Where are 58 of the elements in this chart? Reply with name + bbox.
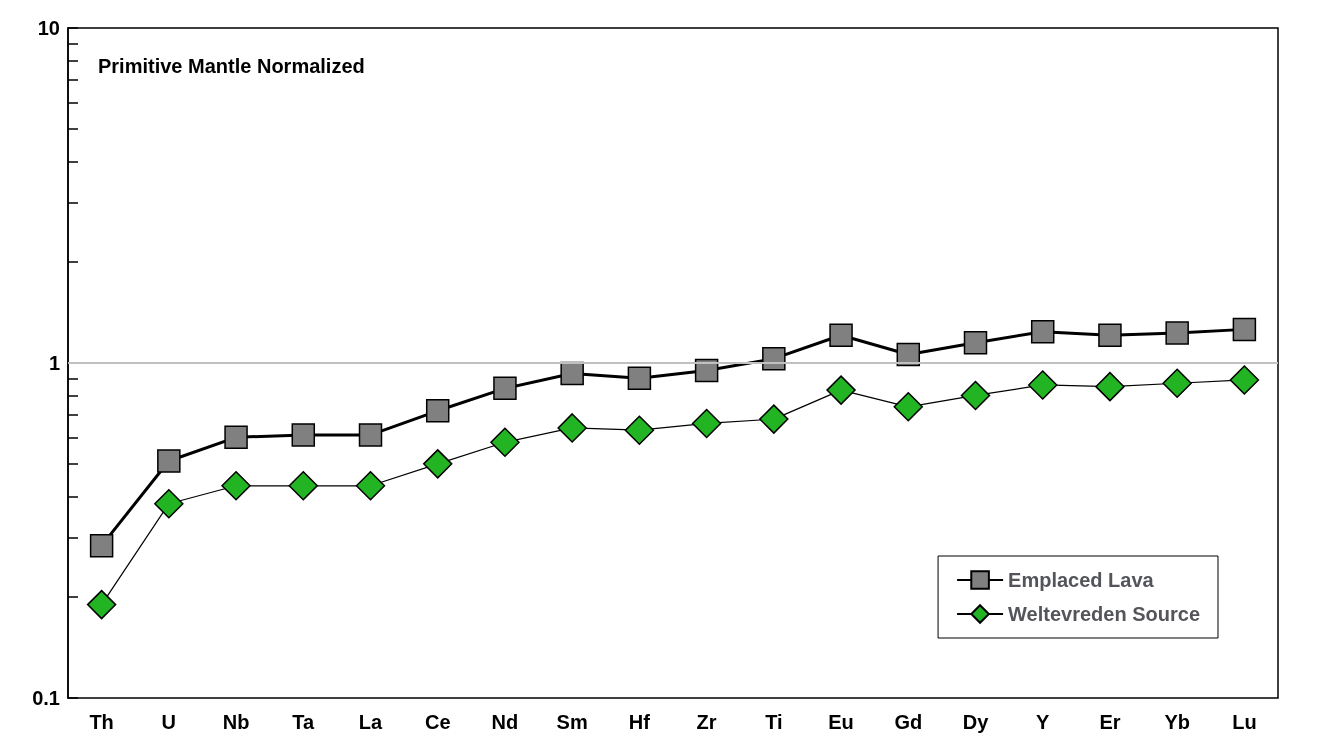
point [1229, 365, 1260, 395]
point [960, 380, 991, 411]
point [1165, 321, 1189, 345]
point [224, 425, 248, 450]
x-tick-label: Lu [1232, 711, 1257, 733]
x-tick-label: Nd [491, 711, 519, 733]
point [1027, 370, 1058, 400]
point [288, 471, 319, 501]
point [627, 366, 652, 391]
point [624, 415, 655, 445]
x-tick-label: Eu [828, 711, 854, 733]
point [157, 449, 181, 473]
x-tick-label: Yb [1164, 711, 1190, 733]
x-tick-label: Sm [556, 711, 588, 733]
point [557, 413, 587, 443]
x-tick-label: Gd [894, 711, 923, 733]
annotation: Primitive Mantle Normalized [98, 55, 365, 77]
point [154, 489, 184, 519]
point [221, 471, 251, 501]
point [893, 392, 924, 422]
x-tick-label: Ce [424, 711, 451, 733]
x-tick-label: U [161, 711, 177, 733]
point [826, 375, 856, 405]
point [422, 449, 453, 479]
point [560, 361, 584, 386]
point [762, 346, 786, 371]
point [1095, 371, 1125, 402]
x-tick-label: La [358, 711, 384, 733]
point [691, 408, 722, 439]
x-tick-label: Ta [292, 711, 316, 733]
y-tick-label: 1 [48, 352, 60, 374]
legend-label: Emplaced Lava [1008, 569, 1155, 591]
point [1030, 319, 1055, 344]
point [1232, 317, 1257, 342]
x-tick-label: Ti [765, 711, 783, 733]
point [86, 589, 117, 620]
point [963, 330, 988, 355]
point [1162, 368, 1192, 399]
y-tick-label: 10 [37, 17, 60, 39]
point [1098, 323, 1122, 348]
x-tick-label: Dy [962, 711, 990, 733]
point [759, 404, 789, 434]
x-tick-label: Y [1036, 711, 1051, 733]
point [490, 427, 520, 457]
point [425, 399, 450, 423]
x-tick-label: Er [1099, 711, 1121, 733]
point [358, 423, 383, 447]
x-tick-label: Hf [628, 711, 651, 733]
x-tick-label: Zr [696, 711, 717, 733]
point [829, 323, 853, 348]
point [291, 423, 316, 447]
x-tick-label: Th [89, 711, 114, 733]
point [493, 376, 517, 401]
legend-label: Weltevreden Source [1008, 603, 1201, 625]
point [89, 533, 114, 558]
y-tick-label: 0.1 [32, 687, 60, 709]
x-tick-label: Nb [222, 711, 250, 733]
point [355, 471, 386, 501]
